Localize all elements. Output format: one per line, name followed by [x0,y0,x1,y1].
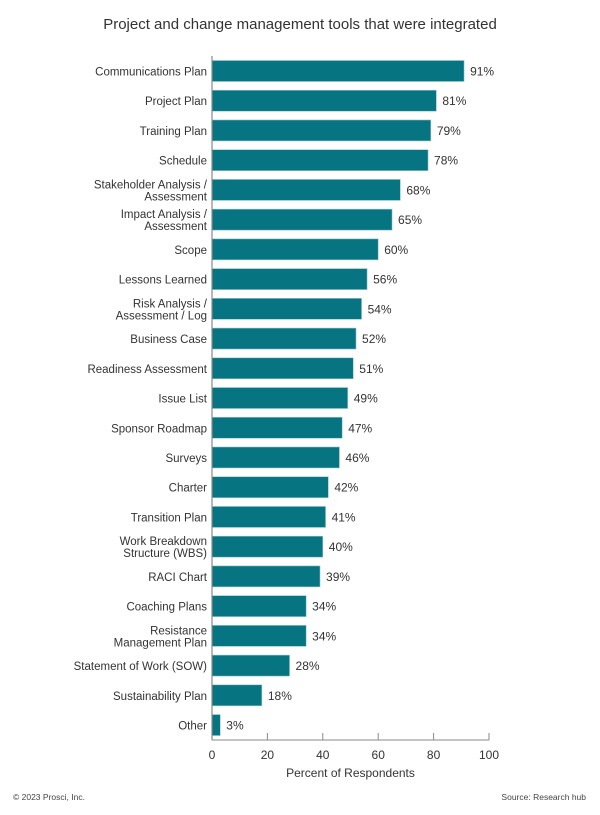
bar [211,119,432,142]
category-label: Structure (WBS) [123,548,207,560]
data-label: 60% [384,243,408,257]
bar [211,298,362,320]
x-tick-label: 0 [209,748,216,762]
data-label: 51% [359,362,383,376]
category-label: Lessons Learned [119,275,207,287]
bar [211,446,340,469]
category-label: Impact Analysis / [121,209,208,221]
category-label: Surveys [165,453,207,465]
bar [211,714,221,736]
x-tick-label: 40 [316,748,330,762]
x-tick-label: 100 [479,748,499,762]
category-label: Management Plan [114,637,207,649]
bar [211,416,343,439]
bar [211,357,354,380]
category-label: Stakeholder Analysis / [94,179,208,191]
category-label: Assessment / Log [116,310,207,322]
category-label: Project Plan [145,96,207,108]
category-label: Resistance [150,625,207,637]
bar [211,327,357,350]
bar [211,506,326,528]
category-label: Assessment [144,221,207,233]
bar [211,238,379,261]
bar [211,268,368,290]
data-label: 47% [348,421,372,435]
bar [211,208,393,231]
bar [211,654,290,677]
chart-title: Project and change management tools that… [103,16,497,33]
data-label: 34% [312,600,336,614]
bar [211,149,429,171]
category-label: Schedule [159,156,207,168]
bar [211,387,349,409]
data-label: 42% [334,481,358,495]
data-label: 18% [268,689,292,703]
category-label: Risk Analysis / [133,298,208,310]
category-label: Readiness Assessment [87,364,207,376]
data-label: 56% [373,273,397,287]
data-label: 28% [296,659,320,673]
category-label: Business Case [130,334,207,346]
data-label: 68% [406,183,430,197]
category-label: Communications Plan [95,67,207,79]
category-label: Coaching Plans [126,602,207,614]
category-label: Other [178,721,207,733]
category-label: Work Breakdown [120,536,207,548]
category-label: RACI Chart [148,572,208,584]
data-label: 46% [345,451,369,465]
copyright: © 2023 Prosci, Inc. [13,792,85,802]
data-label: 39% [326,570,350,584]
x-tick-label: 80 [427,748,441,762]
data-label: 54% [368,302,392,316]
category-label: Statement of Work (SOW) [74,661,208,673]
category-label: Transition Plan [131,512,207,524]
bar [211,476,329,499]
bar [211,60,465,82]
category-label: Assessment [144,191,207,203]
bar [211,565,321,588]
data-label: 91% [470,65,494,79]
data-label: 81% [442,94,466,108]
bar [211,595,307,617]
x-tick-label: 60 [372,748,386,762]
category-label: Charter [169,483,208,495]
category-label: Training Plan [140,126,207,138]
bar [211,89,437,112]
category-label: Sustainability Plan [113,691,207,703]
data-label: 40% [329,540,353,554]
data-label: 79% [437,124,461,138]
data-label: 78% [434,154,458,168]
source-note: Source: Research hub [501,792,586,802]
category-label: Sponsor Roadmap [111,423,207,435]
data-label: 41% [332,510,356,524]
category-label: Issue List [158,394,207,406]
bar [211,684,263,707]
data-label: 34% [312,629,336,643]
data-label: 3% [226,719,244,733]
bar [211,625,307,647]
data-label: 49% [354,392,378,406]
x-axis-title: Percent of Respondents [286,766,415,780]
category-label: Scope [174,245,207,257]
x-tick-label: 20 [261,748,275,762]
data-label: 65% [398,213,422,227]
bar [211,535,324,558]
bar [211,179,401,201]
data-label: 52% [362,332,386,346]
